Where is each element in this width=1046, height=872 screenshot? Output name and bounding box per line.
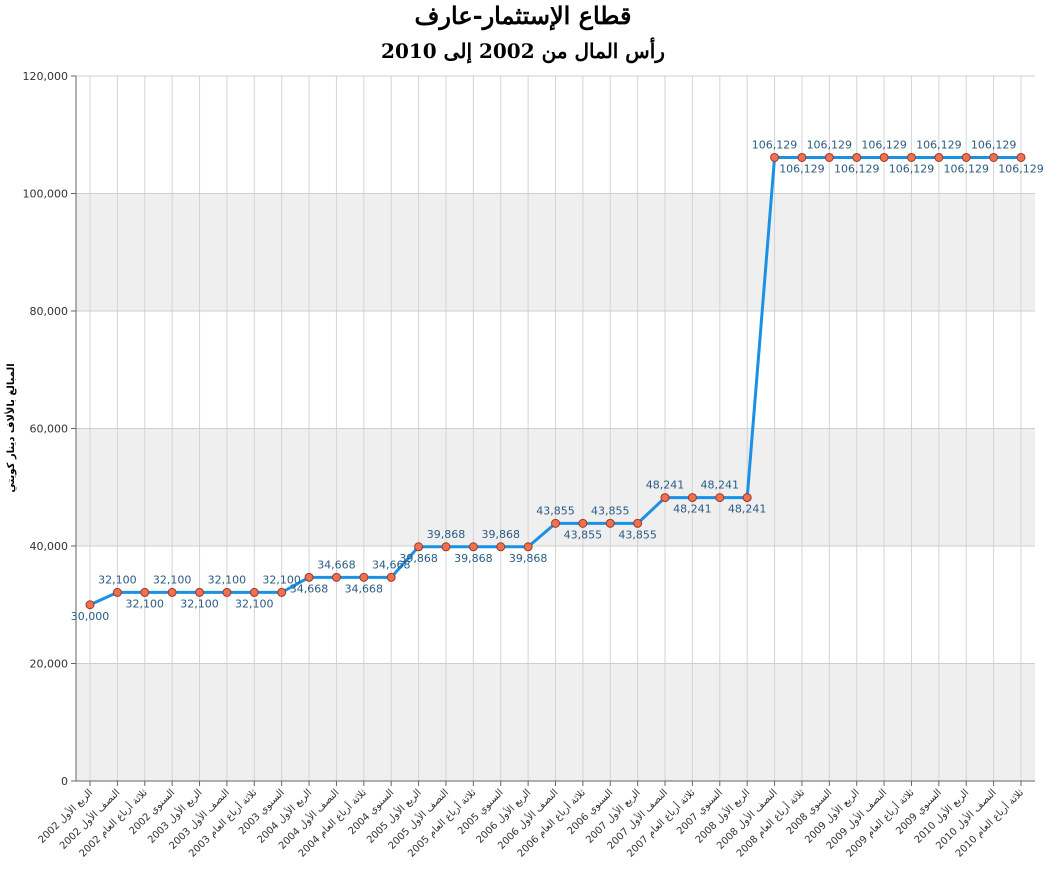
data-label: 48,241 bbox=[673, 503, 712, 516]
data-label: 106,129 bbox=[779, 162, 825, 175]
data-label: 106,129 bbox=[889, 162, 935, 175]
data-label: 32,100 bbox=[126, 597, 165, 610]
data-label: 106,129 bbox=[834, 162, 880, 175]
data-point bbox=[906, 152, 916, 162]
data-label: 39,868 bbox=[509, 552, 548, 565]
data-label: 106,129 bbox=[807, 138, 853, 151]
data-label: 43,855 bbox=[536, 504, 575, 517]
data-label: 34,668 bbox=[317, 558, 356, 571]
data-label: 106,129 bbox=[916, 138, 962, 151]
data-point bbox=[1016, 152, 1026, 162]
data-point bbox=[277, 587, 287, 597]
data-point bbox=[633, 518, 643, 528]
data-label: 48,241 bbox=[701, 479, 740, 492]
data-label: 34,668 bbox=[372, 558, 411, 571]
data-point bbox=[852, 152, 862, 162]
data-point bbox=[304, 572, 314, 582]
data-point bbox=[742, 493, 752, 503]
data-point bbox=[578, 518, 588, 528]
data-label: 34,668 bbox=[345, 582, 384, 595]
data-point bbox=[249, 587, 259, 597]
data-label: 30,000 bbox=[71, 610, 110, 623]
data-label: 32,100 bbox=[180, 597, 219, 610]
data-label: 34,668 bbox=[290, 582, 329, 595]
data-point bbox=[414, 542, 424, 552]
data-label: 106,129 bbox=[943, 162, 989, 175]
data-point bbox=[770, 152, 780, 162]
data-label: 39,868 bbox=[399, 552, 438, 565]
y-tick-label: 40,000 bbox=[30, 540, 69, 553]
data-point bbox=[468, 542, 478, 552]
data-point bbox=[167, 587, 177, 597]
data-label: 106,129 bbox=[752, 138, 798, 151]
data-point bbox=[496, 542, 506, 552]
chart-subtitle: رأس المال من 2002 إلى 2010 bbox=[381, 37, 665, 64]
data-point bbox=[441, 542, 451, 552]
data-point bbox=[797, 152, 807, 162]
data-point bbox=[331, 572, 341, 582]
data-point bbox=[879, 152, 889, 162]
data-point bbox=[934, 152, 944, 162]
data-point bbox=[85, 600, 95, 610]
data-label: 106,129 bbox=[998, 162, 1044, 175]
data-label: 32,100 bbox=[262, 573, 301, 586]
y-tick-label: 60,000 bbox=[30, 423, 69, 436]
y-tick-label: 100,000 bbox=[23, 188, 69, 201]
data-label: 43,855 bbox=[591, 504, 630, 517]
data-point bbox=[824, 152, 834, 162]
data-point bbox=[715, 493, 725, 503]
data-label: 39,868 bbox=[454, 552, 493, 565]
data-point bbox=[989, 152, 999, 162]
y-tick-label: 80,000 bbox=[30, 305, 69, 318]
data-point bbox=[222, 587, 232, 597]
data-label: 39,868 bbox=[427, 528, 466, 541]
data-label: 32,100 bbox=[208, 573, 247, 586]
data-label: 43,855 bbox=[618, 528, 657, 541]
chart-title: قطاع الإستثمار-عارف bbox=[415, 1, 632, 31]
data-label: 48,241 bbox=[646, 479, 685, 492]
data-point bbox=[551, 518, 560, 528]
data-point bbox=[386, 572, 396, 582]
data-point bbox=[523, 542, 533, 552]
data-label: 39,868 bbox=[481, 528, 520, 541]
data-point bbox=[359, 572, 369, 582]
data-label: 43,855 bbox=[564, 528, 603, 541]
data-label: 32,100 bbox=[153, 573, 192, 586]
data-point bbox=[112, 587, 122, 597]
data-label: 106,129 bbox=[971, 138, 1017, 151]
data-label: 32,100 bbox=[235, 597, 274, 610]
data-point bbox=[961, 152, 971, 162]
data-label: 32,100 bbox=[98, 573, 137, 586]
data-point bbox=[140, 587, 150, 597]
y-tick-label: 20,000 bbox=[30, 658, 69, 671]
data-label: 48,241 bbox=[728, 503, 767, 516]
data-point bbox=[605, 518, 615, 528]
data-label: 106,129 bbox=[861, 138, 907, 151]
data-point bbox=[687, 493, 697, 503]
data-point bbox=[660, 493, 670, 503]
y-tick-label: 120,000 bbox=[23, 70, 69, 83]
y-tick-label: 0 bbox=[61, 775, 68, 788]
y-axis-title: المبالغ بالألاف دينار كويتي bbox=[4, 363, 17, 492]
data-point bbox=[195, 587, 205, 597]
